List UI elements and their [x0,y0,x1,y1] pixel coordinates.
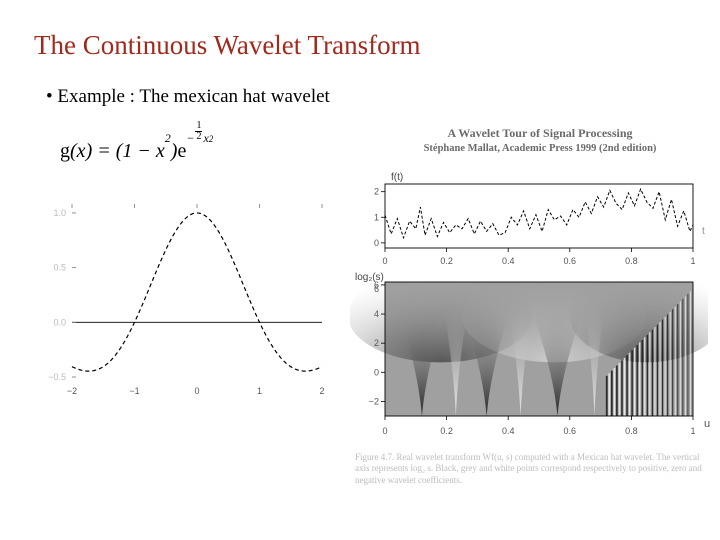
svg-text:−1: −1 [129,386,139,396]
svg-text:0: 0 [374,238,379,248]
svg-text:1: 1 [690,256,695,266]
mexhat-equation: g(x) = (1 − x2)e−12x2 [60,136,213,163]
svg-text:1.0: 1.0 [53,208,66,218]
svg-text:2: 2 [374,187,379,197]
svg-text:1: 1 [374,212,379,222]
svg-text:0.6: 0.6 [564,256,577,266]
svg-text:2: 2 [319,386,324,396]
book-reference: A Wavelet Tour of Signal Processing Stép… [380,126,700,154]
svg-text:0.2: 0.2 [440,426,453,436]
svg-text:0: 0 [382,426,387,436]
svg-text:0.8: 0.8 [625,426,638,436]
slide-root: The Continuous Wavelet Transform • Examp… [0,0,720,540]
svg-text:2: 2 [374,338,379,348]
svg-text:0: 0 [382,256,387,266]
svg-text:0.8: 0.8 [625,256,638,266]
svg-text:f(t): f(t) [391,172,403,183]
example-bullet: • Example : The mexican hat wavelet [46,86,330,108]
book-title: A Wavelet Tour of Signal Processing [380,126,700,141]
svg-text:0.4: 0.4 [502,256,515,266]
svg-text:1: 1 [690,426,695,436]
svg-text:−0.5: −0.5 [48,372,66,382]
svg-text:0.5: 0.5 [53,263,66,273]
svg-text:−2: −2 [369,396,379,406]
svg-text:0: 0 [374,367,379,377]
signal-x-axis-label: t [702,226,705,237]
svg-text:0.4: 0.4 [502,426,515,436]
signal-plot: 0 0.2 0.4 0.6 0.8 1 0 1 2 f(t) [350,168,708,268]
svg-text:0.2: 0.2 [440,256,453,266]
figure-caption: Figure 4.7. Real wavelet transform Wf(u,… [355,452,707,486]
book-author: Stéphane Mallat, Academic Press 1999 (2n… [380,143,700,154]
scalogram-x-axis-label: u [704,418,710,430]
svg-text:6: 6 [374,284,379,294]
svg-text:0.6: 0.6 [564,426,577,436]
scalogram-plot: 00.20.40.60.81−20246 log₂(s) 6 [350,268,708,438]
svg-text:0.0: 0.0 [53,317,66,327]
svg-text:0: 0 [194,386,199,396]
page-title: The Continuous Wavelet Transform [34,30,421,61]
svg-text:log₂(s): log₂(s) [355,272,384,283]
mexican-hat-plot: −2 −1 0 1 2 −0.5 0.0 0.5 1.0 [32,192,332,402]
svg-text:−2: −2 [67,386,77,396]
svg-text:4: 4 [374,309,379,319]
svg-text:1: 1 [257,386,262,396]
